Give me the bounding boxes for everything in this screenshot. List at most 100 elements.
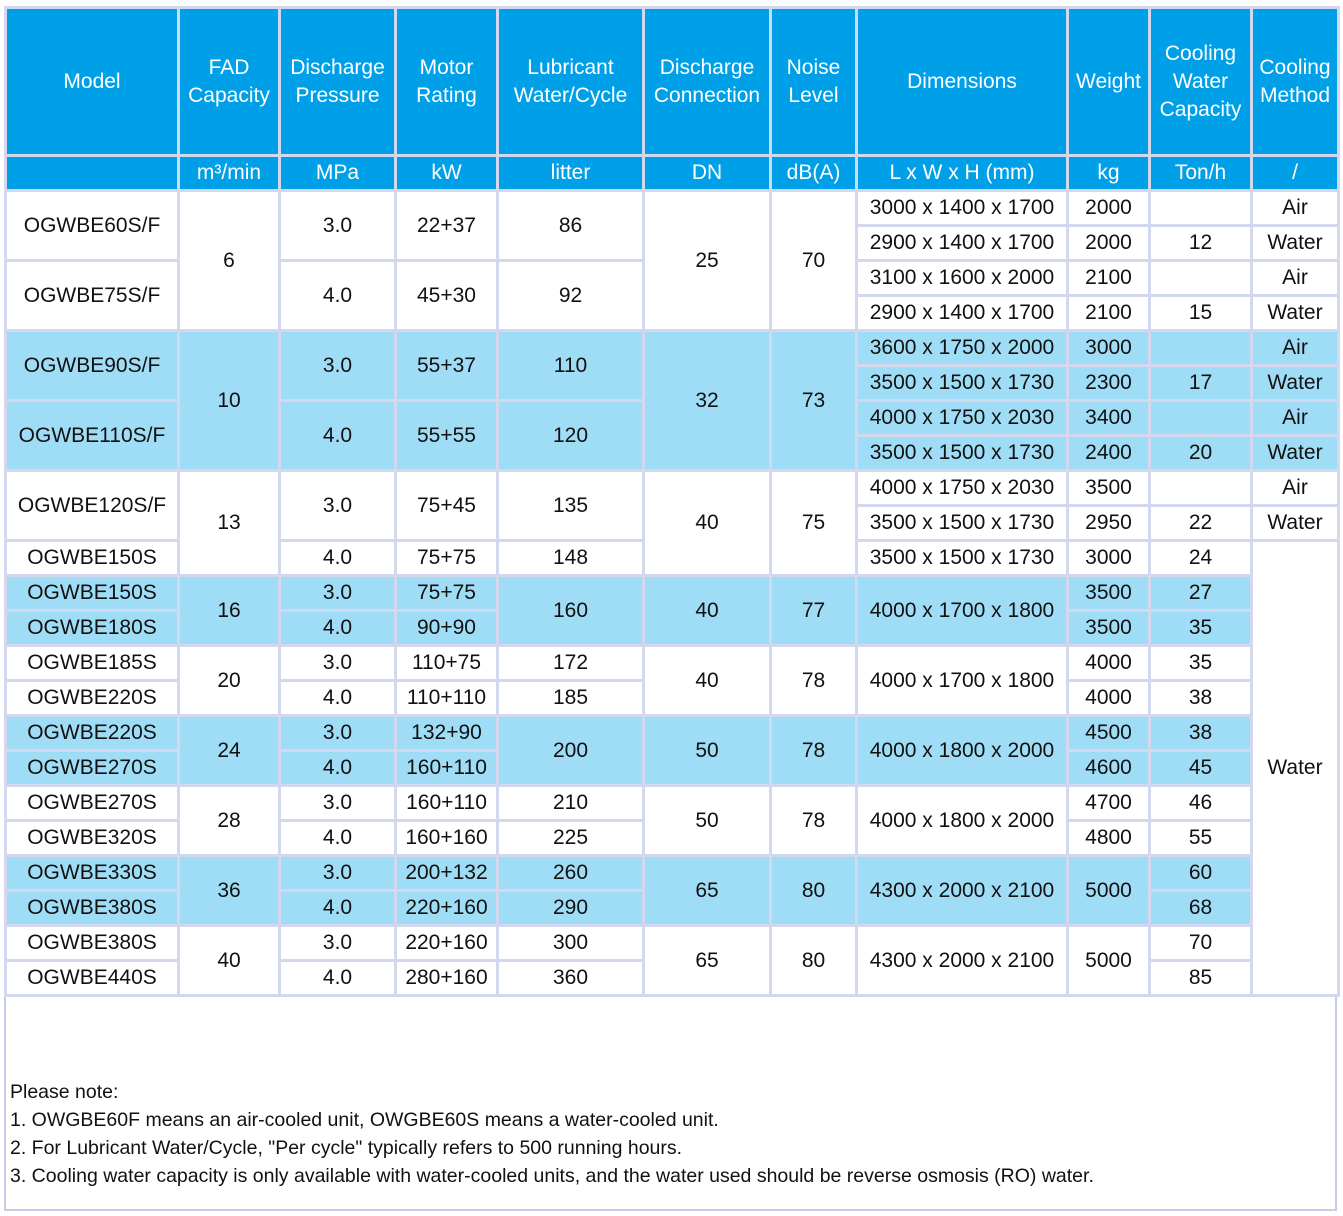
header-cooling-method: Cooling Method [1250,6,1340,157]
cooling-water-cell: 68 [1148,889,1253,927]
unit-weight: kg [1066,154,1151,192]
cooling-water-cell: 24 [1148,539,1253,577]
header-discharge-pressure: Discharge Pressure [278,6,397,157]
unit-noise: dB(A) [769,154,858,192]
dimensions-cell: 3500 x 1500 x 1730 [855,539,1069,577]
lubricant-cell: 148 [496,539,645,577]
connection-cell: 50 [642,784,772,857]
table-row: OGWBE180S 4.0 90+90 3500 35 [4,609,1339,647]
weight-cell: 2000 [1066,224,1151,262]
pressure-cell: 4.0 [278,609,397,647]
table-row: OGWBE110S/F 4.0 55+55 120 4000 x 1750 x … [4,399,1340,472]
header-dimensions: Dimensions [855,6,1069,157]
noise-cell: 78 [769,644,858,717]
pressure-cell: 3.0 [278,574,397,612]
table-row: OGWBE60S/F 6 3.0 22+37 86 25 70 3000 x 1… [4,189,1340,332]
weight-cell: 4500 [1066,714,1151,752]
weight-cell: 4000 [1066,679,1151,717]
lubricant-cell: 225 [496,819,645,857]
note-item: 2. For Lubricant Water/Cycle, "Per cycle… [10,1137,683,1159]
table-row: OGWBE185S 20 3.0 110+75 172 40 78 4000 x… [4,644,1339,717]
connection-cell: 40 [642,644,772,717]
noise-cell: 70 [769,189,858,332]
cooling-water-cell: 70 [1148,924,1253,962]
model-cell: OGWBE440S [4,959,180,997]
header-weight: Weight [1066,6,1151,157]
weight-cell: 2100 [1066,294,1151,332]
header-noise-level: Noise Level [769,6,858,157]
motor-cell: 110+110 [394,679,499,717]
noise-cell: 77 [769,574,858,647]
noise-cell: 80 [769,924,858,997]
lubricant-cell: 172 [496,644,645,682]
motor-cell: 55+55 [394,399,499,472]
model-cell: OGWBE380S [4,889,180,927]
connection-cell: 40 [642,574,772,647]
pressure-cell: 3.0 [278,854,397,892]
cooling-water-cell [1148,469,1253,507]
table-row: OGWBE320S 4.0 160+160 225 4800 55 [4,819,1339,857]
cooling-water-cell: 17 [1148,364,1253,402]
motor-cell: 280+160 [394,959,499,997]
lubricant-cell: 120 [496,399,645,472]
model-cell: OGWBE320S [4,819,180,857]
weight-cell: 4700 [1066,784,1151,822]
fad-cell: 6 [177,189,281,332]
fad-cell: 10 [177,329,281,472]
motor-cell: 220+160 [394,924,499,962]
cooling-water-cell: 15 [1148,294,1253,332]
pressure-cell: 3.0 [278,924,397,962]
weight-cell: 3400 [1066,399,1151,437]
cooling-water-cell: 38 [1148,679,1253,717]
table-row: OGWBE120S/F 13 3.0 75+45 135 40 75 4000 … [4,469,1340,577]
table-row: OGWBE270S 4.0 160+110 4600 45 [4,749,1339,787]
dimensions-cell: 4000 x 1750 x 2030 [855,399,1069,437]
dimensions-cell: 4000 x 1700 x 1800 [855,644,1069,717]
motor-cell: 200+132 [394,854,499,892]
model-cell: OGWBE120S/F [4,469,180,542]
lubricant-cell: 200 [496,714,645,787]
model-cell: OGWBE60S/F [4,189,180,262]
cooling-water-cell [1148,399,1253,437]
weight-cell: 4800 [1066,819,1151,857]
fad-cell: 36 [177,854,281,927]
weight-cell: 3000 [1066,539,1151,577]
cooling-water-cell [1148,329,1253,367]
lubricant-cell: 260 [496,854,645,892]
cooling-method-cell: Water [1250,224,1340,262]
model-cell: OGWBE220S [4,714,180,752]
motor-cell: 220+160 [394,889,499,927]
header-lubricant: Lubricant Water/Cycle [496,6,645,157]
lubricant-cell: 92 [496,259,645,332]
fad-cell: 20 [177,644,281,717]
table-row: OGWBE380S 40 3.0 220+160 300 65 80 4300 … [4,924,1339,997]
pressure-cell: 4.0 [278,679,397,717]
table-row: OGWBE330S 36 3.0 200+132 260 65 80 4300 … [4,854,1339,927]
dimensions-cell: 3100 x 1600 x 2000 [855,259,1069,297]
pressure-cell: 4.0 [278,959,397,997]
lubricant-cell: 290 [496,889,645,927]
motor-cell: 90+90 [394,609,499,647]
model-cell: OGWBE270S [4,784,180,822]
cooling-water-cell: 85 [1148,959,1253,997]
pressure-cell: 4.0 [278,539,397,577]
cooling-water-cell: 38 [1148,714,1253,752]
connection-cell: 32 [642,329,772,472]
dimensions-cell: 4000 x 1700 x 1800 [855,574,1069,647]
noise-cell: 80 [769,854,858,927]
pressure-cell: 3.0 [278,329,397,402]
lubricant-cell: 135 [496,469,645,542]
cooling-water-cell: 35 [1148,644,1253,682]
cooling-water-cell [1148,189,1253,227]
dimensions-cell: 4000 x 1750 x 2030 [855,469,1069,507]
cooling-method-cell: Air [1250,329,1340,367]
table-row: OGWBE150S 16 3.0 75+75 160 40 77 4000 x … [4,574,1339,647]
pressure-cell: 4.0 [278,819,397,857]
pressure-cell: 3.0 [278,189,397,262]
table-row: 2900 x 1400 x 1700 2000 12 Water [6,224,1340,262]
cooling-water-cell: 55 [1148,819,1253,857]
weight-cell: 5000 [1066,924,1151,997]
fad-cell: 40 [177,924,281,997]
unit-motor: kW [394,154,499,192]
lubricant-cell: 160 [496,574,645,647]
